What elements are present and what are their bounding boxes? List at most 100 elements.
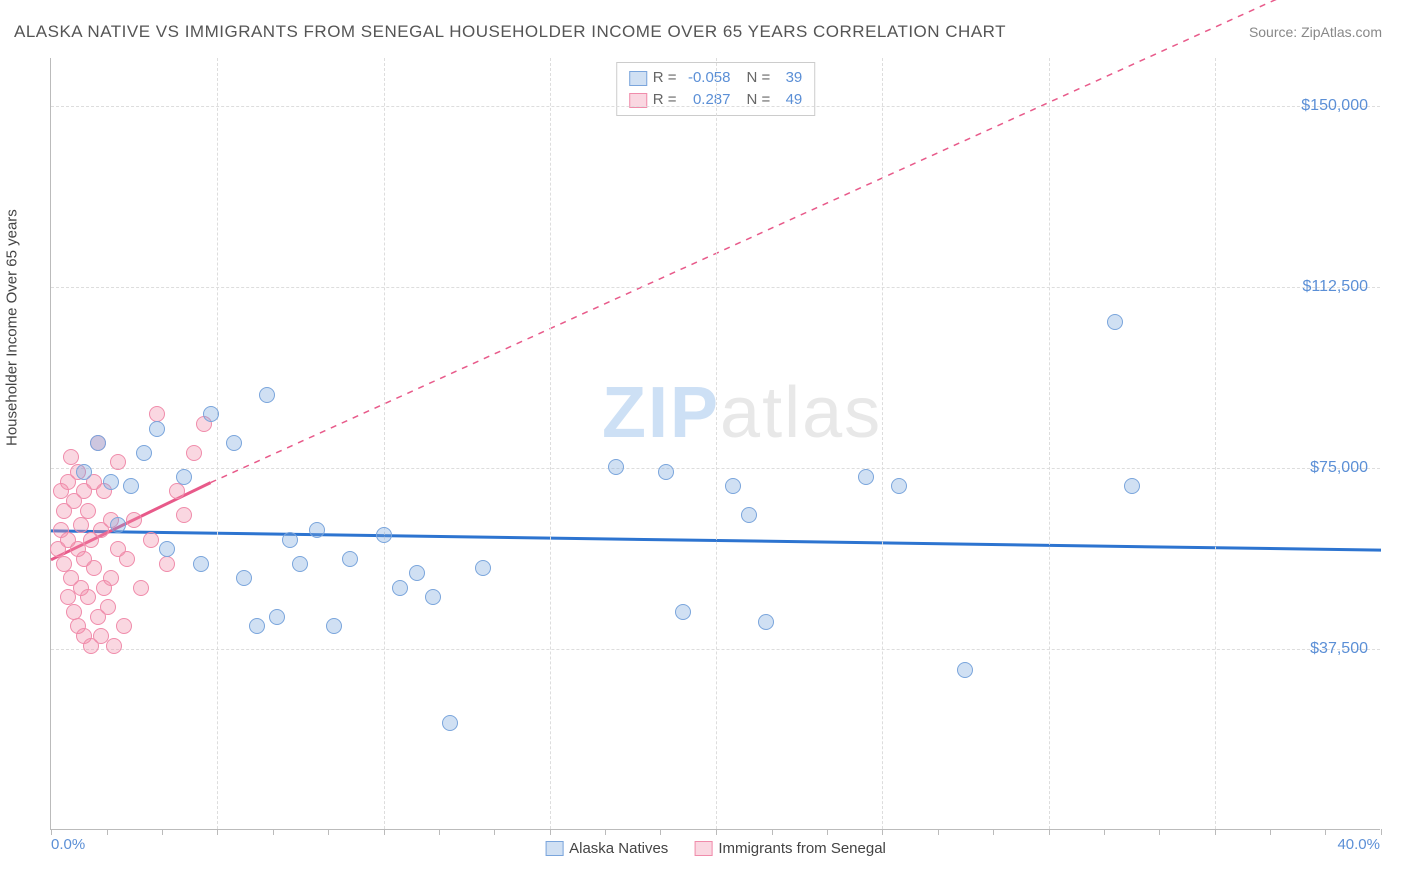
data-point [119,551,135,567]
legend-n-label: N = [747,89,771,111]
x-tick [882,829,883,835]
data-point [159,556,175,572]
data-point [392,580,408,596]
x-tick [772,829,773,835]
data-point [675,604,691,620]
x-tick [51,829,52,835]
data-point [658,464,674,480]
legend-swatch [629,93,647,108]
data-point [741,507,757,523]
data-point [169,483,185,499]
data-point [282,532,298,548]
x-tick [1325,829,1326,835]
x-tick [1049,829,1050,835]
data-point [116,618,132,634]
data-point [858,469,874,485]
x-tick [550,829,551,835]
legend-n-value: 49 [776,89,802,111]
legend-series-name: Alaska Natives [569,840,668,857]
x-tick [1104,829,1105,835]
x-tick [993,829,994,835]
data-point [758,614,774,630]
chart-title: ALASKA NATIVE VS IMMIGRANTS FROM SENEGAL… [14,22,1006,42]
x-tick [605,829,606,835]
data-point [133,580,149,596]
data-point [176,507,192,523]
x-tick [1381,829,1382,835]
data-point [1124,478,1140,494]
data-point [176,469,192,485]
x-min-label: 0.0% [51,836,85,853]
legend-swatch [694,841,712,856]
data-point [66,604,82,620]
data-point [236,570,252,586]
data-point [249,618,265,634]
data-point [342,551,358,567]
legend-item: Alaska Natives [545,840,668,857]
x-tick [328,829,329,835]
y-tick-label: $75,000 [1310,459,1368,477]
data-point [326,618,342,634]
x-tick [162,829,163,835]
y-tick-label: $150,000 [1301,97,1368,115]
data-point [76,464,92,480]
legend-r-value: -0.058 [683,67,731,89]
data-point [100,599,116,615]
legend-item: Immigrants from Senegal [694,840,886,857]
data-point [106,638,122,654]
x-tick [217,829,218,835]
data-point [425,589,441,605]
gridline [217,58,218,829]
data-point [90,435,106,451]
data-point [110,517,126,533]
data-point [442,715,458,731]
legend-r-value: 0.287 [683,89,731,111]
data-point [80,503,96,519]
x-tick [384,829,385,835]
data-point [126,512,142,528]
legend-n-label: N = [747,67,771,89]
chart-area: ZIPatlas R =-0.058N =39R =0.287N =49 Ala… [50,58,1380,830]
data-point [725,478,741,494]
legend-swatch [545,841,563,856]
x-tick [1159,829,1160,835]
data-point [73,517,89,533]
data-point [149,421,165,437]
data-point [309,522,325,538]
data-point [891,478,907,494]
data-point [193,556,209,572]
data-point [203,406,219,422]
y-tick-label: $112,500 [1302,278,1368,296]
x-max-label: 40.0% [1337,836,1380,853]
x-tick [1270,829,1271,835]
data-point [376,527,392,543]
source-label: Source: ZipAtlas.com [1249,24,1382,40]
gridline [716,58,717,829]
series-legend: Alaska Natives Immigrants from Senegal [545,840,886,857]
gridline [882,58,883,829]
x-tick [660,829,661,835]
legend-r-label: R = [653,67,677,89]
legend-r-label: R = [653,89,677,111]
data-point [159,541,175,557]
legend-n-value: 39 [776,67,802,89]
x-tick [1215,829,1216,835]
data-point [608,459,624,475]
data-point [957,662,973,678]
gridline [550,58,551,829]
gridline [1049,58,1050,829]
data-point [186,445,202,461]
data-point [1107,314,1123,330]
data-point [103,474,119,490]
x-tick [494,829,495,835]
x-tick [716,829,717,835]
y-tick-label: $37,500 [1310,640,1368,658]
x-tick [273,829,274,835]
data-point [259,387,275,403]
data-point [136,445,152,461]
data-point [123,478,139,494]
x-tick [107,829,108,835]
data-point [409,565,425,581]
data-point [103,570,119,586]
data-point [475,560,491,576]
